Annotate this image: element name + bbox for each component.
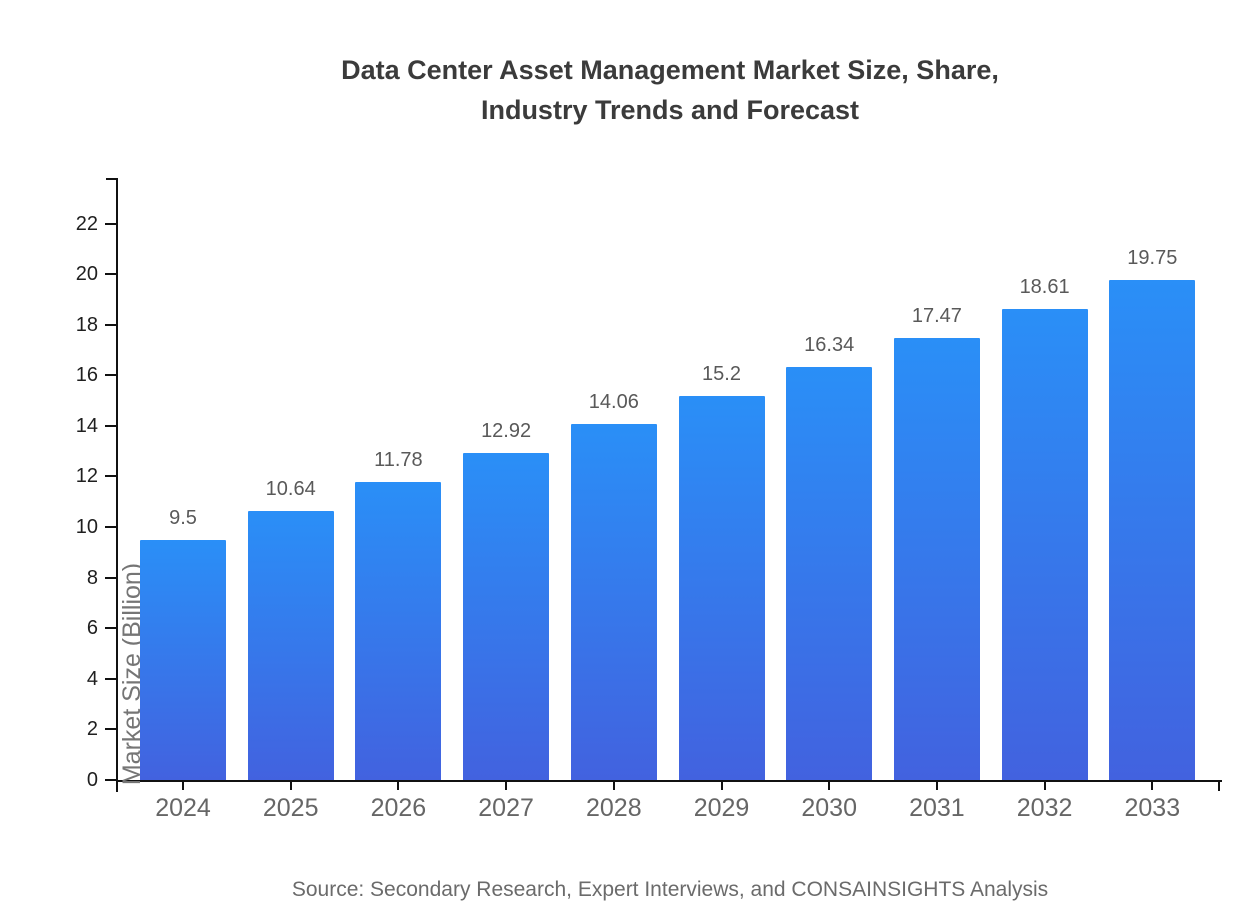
x-tick-label: 2027 [478,794,534,822]
y-axis-end-tick [106,178,116,180]
x-tick-label: 2026 [370,794,427,822]
bar-value-label: 10.64 [265,477,316,500]
bar-2026 [355,482,442,780]
bar-value-label: 19.75 [1127,247,1178,270]
y-tick-label: 10 [75,516,98,539]
y-tick-label: 0 [86,769,98,791]
bar-value-label: 9.5 [169,506,197,529]
y-tick-label: 12 [75,465,98,488]
y-axis-line [116,178,118,792]
y-tick-mark [105,779,116,781]
bar-value-label: 11.78 [374,449,423,472]
y-tick-label: 8 [86,566,98,589]
bar-2033 [1109,280,1196,780]
x-tick-label: 2033 [1124,794,1181,822]
bar-2029 [678,395,765,780]
bar-2027 [463,453,550,780]
y-tick-mark [105,728,116,731]
chart-title-line2: Industry Trends and Forecast [480,95,860,125]
y-tick-mark [105,677,116,680]
x-tick-label: 2031 [909,794,965,822]
y-tick-label: 16 [75,364,98,387]
y-tick-mark [105,475,116,478]
y-tick-label: 18 [75,313,98,336]
bar-2031 [893,338,980,780]
x-tick-label: 2029 [693,794,750,822]
chart-title-line1: Data Center Asset Management Market Size… [341,55,999,85]
x-tick-mark [1043,780,1046,790]
x-tick-mark [1151,780,1154,790]
y-tick-mark [105,424,116,427]
x-tick-mark [935,780,938,790]
x-tick-label: 2025 [262,794,319,822]
y-tick-label: 2 [86,718,98,741]
x-tick-label: 2024 [155,794,211,822]
x-tick-mark [612,780,615,790]
x-axis-end-tick [1218,780,1220,791]
y-tick-mark [105,273,116,276]
y-tick-label: 6 [86,617,98,640]
y-tick-mark [105,627,116,630]
x-tick-label: 2030 [801,794,857,822]
x-tick-mark [505,780,508,790]
x-tick-mark [289,780,292,790]
bar-value-label: 15.2 [702,362,741,385]
x-tick-mark [828,780,831,790]
y-tick-mark [105,374,116,377]
y-tick-label: 14 [75,414,98,437]
x-tick-mark [182,780,184,790]
x-tick-label: 2032 [1016,794,1073,822]
chart-title: Data Center Asset Management Market Size… [118,50,1222,130]
bar-2032 [1001,309,1088,780]
y-tick-mark [105,526,116,529]
bar-2030 [786,366,873,780]
y-tick-mark [105,323,116,326]
bar-2024 [140,539,226,780]
bar-value-label: 18.61 [1019,276,1070,299]
x-tick-mark [397,780,400,790]
y-tick-label: 20 [75,263,98,286]
bar-2025 [247,510,334,780]
x-tick-mark [720,780,723,790]
y-tick-mark [105,222,116,225]
bar-value-label: 16.34 [804,333,855,356]
bar-2028 [570,424,657,780]
bar-value-label: 14.06 [588,391,639,414]
bar-value-label: 17.47 [911,305,962,328]
x-tick-label: 2028 [585,794,642,822]
plot-area: Market Size (Billion) 0 2 4 6 8 10 12 14 16 18 20 2… [76,178,1222,822]
y-tick-label: 22 [75,212,98,235]
y-tick-label: 4 [86,667,98,690]
y-tick-mark [105,576,116,579]
x-axis-line [116,780,1222,782]
source-note: Source: Secondary Research, Expert Inter… [291,878,1049,901]
bar-value-label: 12.92 [481,420,532,443]
